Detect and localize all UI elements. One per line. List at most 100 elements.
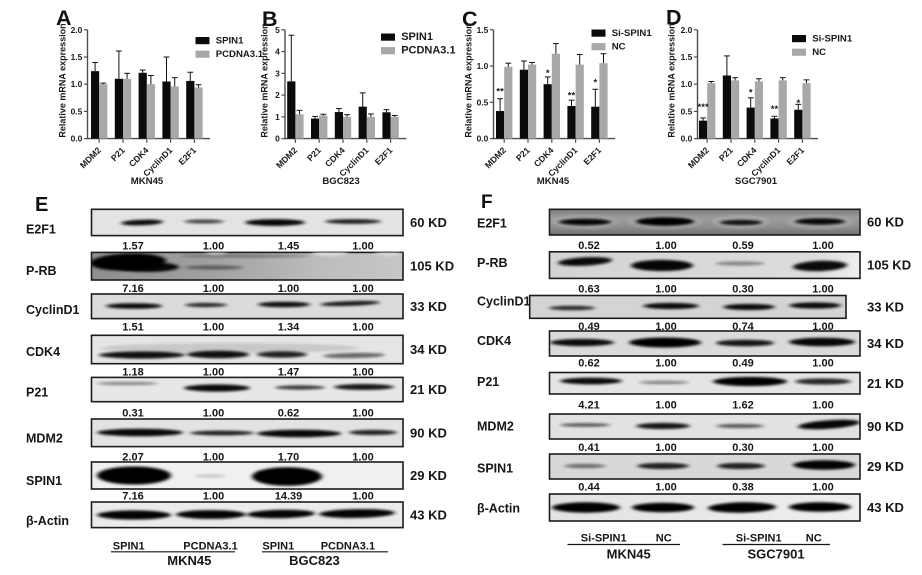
svg-text:34 KD: 34 KD [867,336,904,351]
svg-text:0.62: 0.62 [578,358,599,370]
svg-text:E2F1: E2F1 [26,222,56,236]
svg-text:90 KD: 90 KD [410,425,447,440]
svg-text:2.07: 2.07 [122,452,143,464]
svg-text:MKN45: MKN45 [607,547,651,562]
svg-text:0.0: 0.0 [681,134,693,144]
svg-text:1.5: 1.5 [71,52,83,62]
svg-text:1.00: 1.00 [655,240,676,252]
svg-text:0.38: 0.38 [732,482,753,494]
svg-text:43 KD: 43 KD [410,507,447,522]
svg-text:4.21: 4.21 [578,400,599,412]
svg-text:1.18: 1.18 [122,367,143,379]
svg-text:1.00: 1.00 [352,408,373,420]
svg-text:33 KD: 33 KD [867,299,904,314]
svg-text:P21: P21 [477,375,499,389]
svg-text:MKN45: MKN45 [537,176,570,187]
svg-text:1.47: 1.47 [278,367,299,379]
svg-text:NC: NC [612,42,626,53]
svg-text:CDK4: CDK4 [26,345,60,359]
svg-text:0.74: 0.74 [732,321,754,333]
svg-text:NC: NC [806,533,822,545]
svg-text:0.44: 0.44 [578,482,600,494]
svg-text:B: B [262,7,278,31]
svg-text:β-Actin: β-Actin [26,514,69,528]
svg-text:43 KD: 43 KD [867,500,904,515]
svg-text:SPIN1: SPIN1 [262,541,294,553]
svg-text:Relative mRNA expression: Relative mRNA expression [464,23,474,137]
svg-text:D: D [666,6,682,30]
svg-text:2.0: 2.0 [681,25,693,35]
svg-text:1.00: 1.00 [203,452,224,464]
svg-text:29 KD: 29 KD [867,459,904,474]
svg-text:14.39: 14.39 [275,491,303,503]
svg-text:**: ** [496,86,504,97]
svg-text:1.00: 1.00 [812,284,833,296]
svg-text:1.00: 1.00 [812,240,833,252]
svg-text:0.5: 0.5 [477,97,489,107]
svg-text:0.30: 0.30 [732,284,753,296]
svg-text:1.51: 1.51 [122,322,143,334]
svg-text:0.52: 0.52 [578,240,599,252]
svg-text:5: 5 [275,25,280,35]
svg-text:E: E [35,194,48,216]
svg-text:A: A [56,6,72,30]
svg-text:0.0: 0.0 [71,134,83,144]
svg-text:1.62: 1.62 [732,400,753,412]
svg-text:CyclinD1: CyclinD1 [477,295,531,309]
svg-text:C: C [462,7,478,31]
svg-text:1.00: 1.00 [203,240,224,252]
svg-text:21 KD: 21 KD [867,376,904,391]
svg-text:*: * [796,98,800,109]
svg-text:33 KD: 33 KD [410,299,447,314]
svg-text:Si-SPIN1: Si-SPIN1 [612,28,653,39]
svg-text:NC: NC [656,533,672,545]
svg-text:1.00: 1.00 [203,367,224,379]
svg-text:1.00: 1.00 [352,322,373,334]
svg-text:3: 3 [275,68,280,78]
svg-text:1.00: 1.00 [278,283,299,295]
svg-text:2.0: 2.0 [71,25,83,35]
svg-text:0.5: 0.5 [681,106,693,116]
svg-text:SPIN1: SPIN1 [26,474,62,488]
svg-text:P-RB: P-RB [477,256,508,270]
svg-text:SGC7901: SGC7901 [747,547,804,562]
svg-text:0.30: 0.30 [732,442,753,454]
svg-text:90 KD: 90 KD [867,419,904,434]
svg-text:21 KD: 21 KD [410,382,447,397]
svg-text:PCDNA3.1: PCDNA3.1 [216,49,264,60]
svg-text:Si-SPIN1: Si-SPIN1 [736,533,782,545]
svg-text:2: 2 [275,90,280,100]
svg-text:NC: NC [812,47,826,58]
svg-text:PCDNA3.1: PCDNA3.1 [321,541,375,553]
svg-text:1.0: 1.0 [477,61,489,71]
svg-text:1.00: 1.00 [352,240,373,252]
svg-text:1.00: 1.00 [812,482,833,494]
svg-text:PCDNA3.1: PCDNA3.1 [401,45,455,57]
svg-text:4: 4 [275,47,280,57]
svg-text:1.57: 1.57 [122,240,143,252]
svg-text:1.0: 1.0 [681,79,693,89]
svg-text:0: 0 [275,134,280,144]
svg-text:SGC7901: SGC7901 [735,176,778,187]
svg-text:SPIN1: SPIN1 [113,541,145,553]
svg-text:SPIN1: SPIN1 [401,31,433,43]
svg-text:Si-SPIN1: Si-SPIN1 [812,34,853,45]
svg-text:0.63: 0.63 [578,284,599,296]
svg-text:1.45: 1.45 [278,240,299,252]
svg-text:1.00: 1.00 [203,408,224,420]
svg-text:0.59: 0.59 [732,240,753,252]
svg-text:1.5: 1.5 [477,25,489,35]
svg-text:1: 1 [275,112,280,122]
svg-text:0.0: 0.0 [477,134,489,144]
svg-text:SPIN1: SPIN1 [477,462,513,476]
svg-text:1.00: 1.00 [352,491,373,503]
svg-text:SPIN1: SPIN1 [216,36,244,47]
svg-text:P-RB: P-RB [26,264,57,278]
svg-text:MDM2: MDM2 [477,419,514,433]
svg-text:1.00: 1.00 [812,358,833,370]
svg-text:*: * [593,78,597,89]
svg-text:34 KD: 34 KD [410,342,447,357]
svg-text:**: ** [568,91,576,102]
svg-text:CDK4: CDK4 [477,334,511,348]
svg-text:BGC823: BGC823 [322,176,359,187]
